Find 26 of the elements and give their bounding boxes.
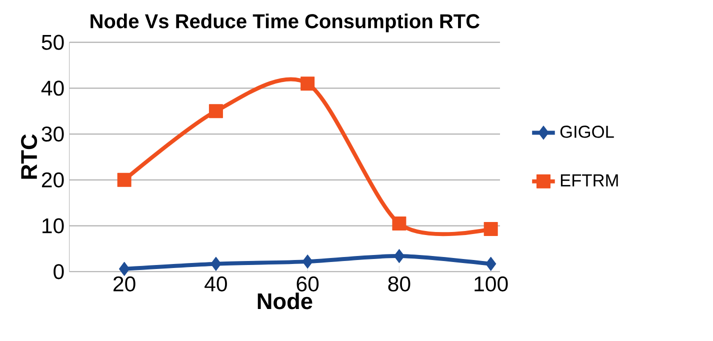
y-tick-label: 50 xyxy=(42,34,64,50)
y-axis-title: RTC xyxy=(21,134,38,179)
point xyxy=(117,172,132,187)
x-tick-label: 40 xyxy=(204,276,227,292)
y-tick-label: 10 xyxy=(42,218,64,234)
x-tick-label: 80 xyxy=(388,276,410,292)
x-tick-label: 60 xyxy=(296,276,319,292)
point xyxy=(118,262,130,276)
point xyxy=(300,76,315,91)
legend-label: EFTRM xyxy=(560,174,618,186)
y-tick-label: 30 xyxy=(42,126,64,142)
legend-label: GIGOL xyxy=(560,126,614,138)
point xyxy=(484,222,498,236)
point xyxy=(302,254,313,269)
x-tick-label: 100 xyxy=(474,276,508,292)
point xyxy=(208,104,223,118)
x-axis-title: Node xyxy=(258,292,312,310)
point xyxy=(210,256,222,271)
y-tick-label: 40 xyxy=(41,80,64,96)
point xyxy=(394,249,405,264)
y-tick-label: 0 xyxy=(54,264,64,280)
chart-title: Node Vs Reduce Time Consumption RTC xyxy=(90,14,480,32)
point xyxy=(392,216,406,230)
point xyxy=(486,256,496,271)
x-tick-label: 20 xyxy=(114,276,136,292)
y-tick-label: 20 xyxy=(42,172,64,188)
